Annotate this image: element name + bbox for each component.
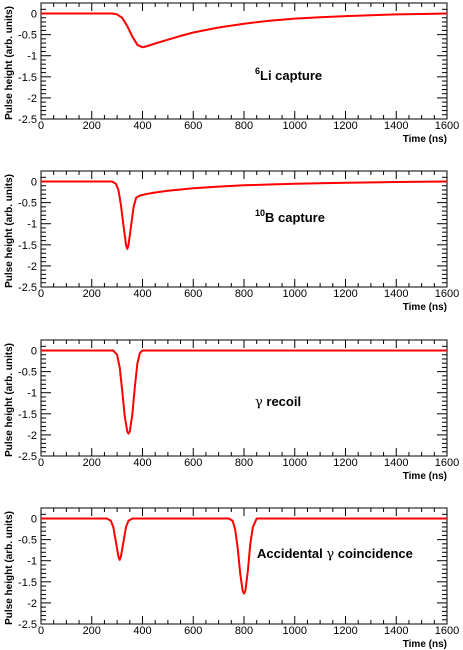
y-tick-label: -1 [27,388,37,400]
y-tick-label: 0 [31,514,37,526]
plot-frame [40,339,448,457]
x-tick-label: 1000 [283,625,307,637]
pulse-trace [41,349,447,435]
x-tick-label: 1200 [333,457,357,469]
x-tick-label: 600 [184,457,202,469]
x-tick-label: 400 [133,625,151,637]
plot-frame [40,170,448,288]
y-tick-label: -2.5 [18,619,37,631]
y-tick-label: -1 [27,219,37,231]
y-tick-label: -2 [27,598,37,610]
x-tick-label: 800 [235,457,253,469]
x-tick-label: 400 [133,457,151,469]
annotation-gamma: γ [255,395,263,410]
y-tick-label: -1.5 [18,409,37,421]
x-tick-label: 200 [83,625,101,637]
x-tick-label: 1600 [435,457,459,469]
x-tick-label: 200 [83,120,101,132]
x-axis-title: Time (ns) [403,302,447,313]
annotation-text-2: coincidence [334,546,413,561]
y-tick-label: -1.5 [18,577,37,589]
y-tick-label: -2 [27,93,37,105]
x-tick-label: 1200 [333,625,357,637]
x-tick-label: 1600 [435,625,459,637]
x-tick-label: 0 [38,120,44,132]
y-axis-title: Pulse height (arb. units) [4,174,15,288]
y-tick-label: -0.5 [18,535,37,547]
x-tick-label: 1000 [283,457,307,469]
annotation-superscript: 10 [255,208,265,218]
y-tick-label: 0 [31,177,37,189]
x-tick-label: 1400 [384,457,408,469]
annotation-label: γ recoil [255,394,301,410]
x-tick-label: 1600 [435,120,459,132]
annotation-text: Li capture [260,68,322,83]
y-tick-label: -1.5 [18,240,37,252]
x-tick-label: 400 [133,120,151,132]
y-tick-label: -2.5 [18,451,37,463]
y-tick-label: 0 [31,9,37,21]
x-tick-label: 1200 [333,120,357,132]
y-tick-label: 0 [31,346,37,358]
annotation-label: Accidental γ coincidence [257,546,413,562]
chart-panel-1: 0 200 400 600 800 1000 1200 1400 1600 0 -0.5 -1 -1.5… [4,2,459,145]
y-tick-label: -2.5 [18,114,37,126]
y-tick-label: -0.5 [18,198,37,210]
y-axis-title: Pulse height (arb. units) [4,511,15,625]
annotation-text: recoil [263,394,301,409]
y-tick-label: -2 [27,261,37,273]
x-tick-label: 1600 [435,288,459,300]
annotation-superscript: 6 [255,66,260,76]
x-tick-label: 1400 [384,625,408,637]
x-tick-label: 1200 [333,288,357,300]
x-tick-label: 0 [38,457,44,469]
y-tick-label: -2 [27,430,37,442]
x-tick-label: 0 [38,625,44,637]
annotation-text: B capture [265,210,325,225]
plot-frame [40,2,448,120]
chart-panel-4: 0 200 400 600 800 1000 1200 1400 1600 0 -0.5 -1 -1.5… [4,507,459,650]
annotation-label: 6Li capture [255,66,322,83]
pulse-trace [41,517,447,595]
pulse-trace [41,180,448,250]
y-tick-label: -1 [27,556,37,568]
plot-frame [40,507,448,625]
x-tick-label: 600 [184,625,202,637]
x-tick-label: 400 [133,288,151,300]
x-tick-label: 1000 [283,120,307,132]
x-tick-label: 600 [184,120,202,132]
chart-panel-2: 0 200 400 600 800 1000 1200 1400 1600 0 -0.5 -1 -1.5… [4,170,459,313]
y-tick-label: -0.5 [18,367,37,379]
y-axis-title: Pulse height (arb. units) [4,343,15,457]
x-tick-label: 200 [83,288,101,300]
y-axis-title: Pulse height (arb. units) [4,6,15,120]
annotation-label: 10B capture [255,208,325,225]
chart-panel-3: 0 200 400 600 800 1000 1200 1400 1600 0 -0.5 -1 -1.5… [4,339,459,482]
x-tick-label: 800 [235,120,253,132]
x-tick-label: 200 [83,457,101,469]
annotation-text: Accidental [257,546,326,561]
x-tick-label: 1000 [283,288,307,300]
x-axis-title: Time (ns) [403,134,447,145]
y-tick-label: -2.5 [18,282,37,294]
annotation-gamma: γ [326,547,334,562]
x-tick-label: 600 [184,288,202,300]
x-tick-label: 800 [235,288,253,300]
y-tick-label: -0.5 [18,30,37,42]
x-axis-title: Time (ns) [403,471,447,482]
x-tick-label: 800 [235,625,253,637]
pulse-trace [41,12,448,49]
x-tick-label: 0 [38,288,44,300]
x-tick-label: 1400 [384,120,408,132]
y-tick-label: -1 [27,51,37,63]
x-tick-label: 1400 [384,288,408,300]
x-axis-title: Time (ns) [403,639,447,650]
y-tick-label: -1.5 [18,72,37,84]
